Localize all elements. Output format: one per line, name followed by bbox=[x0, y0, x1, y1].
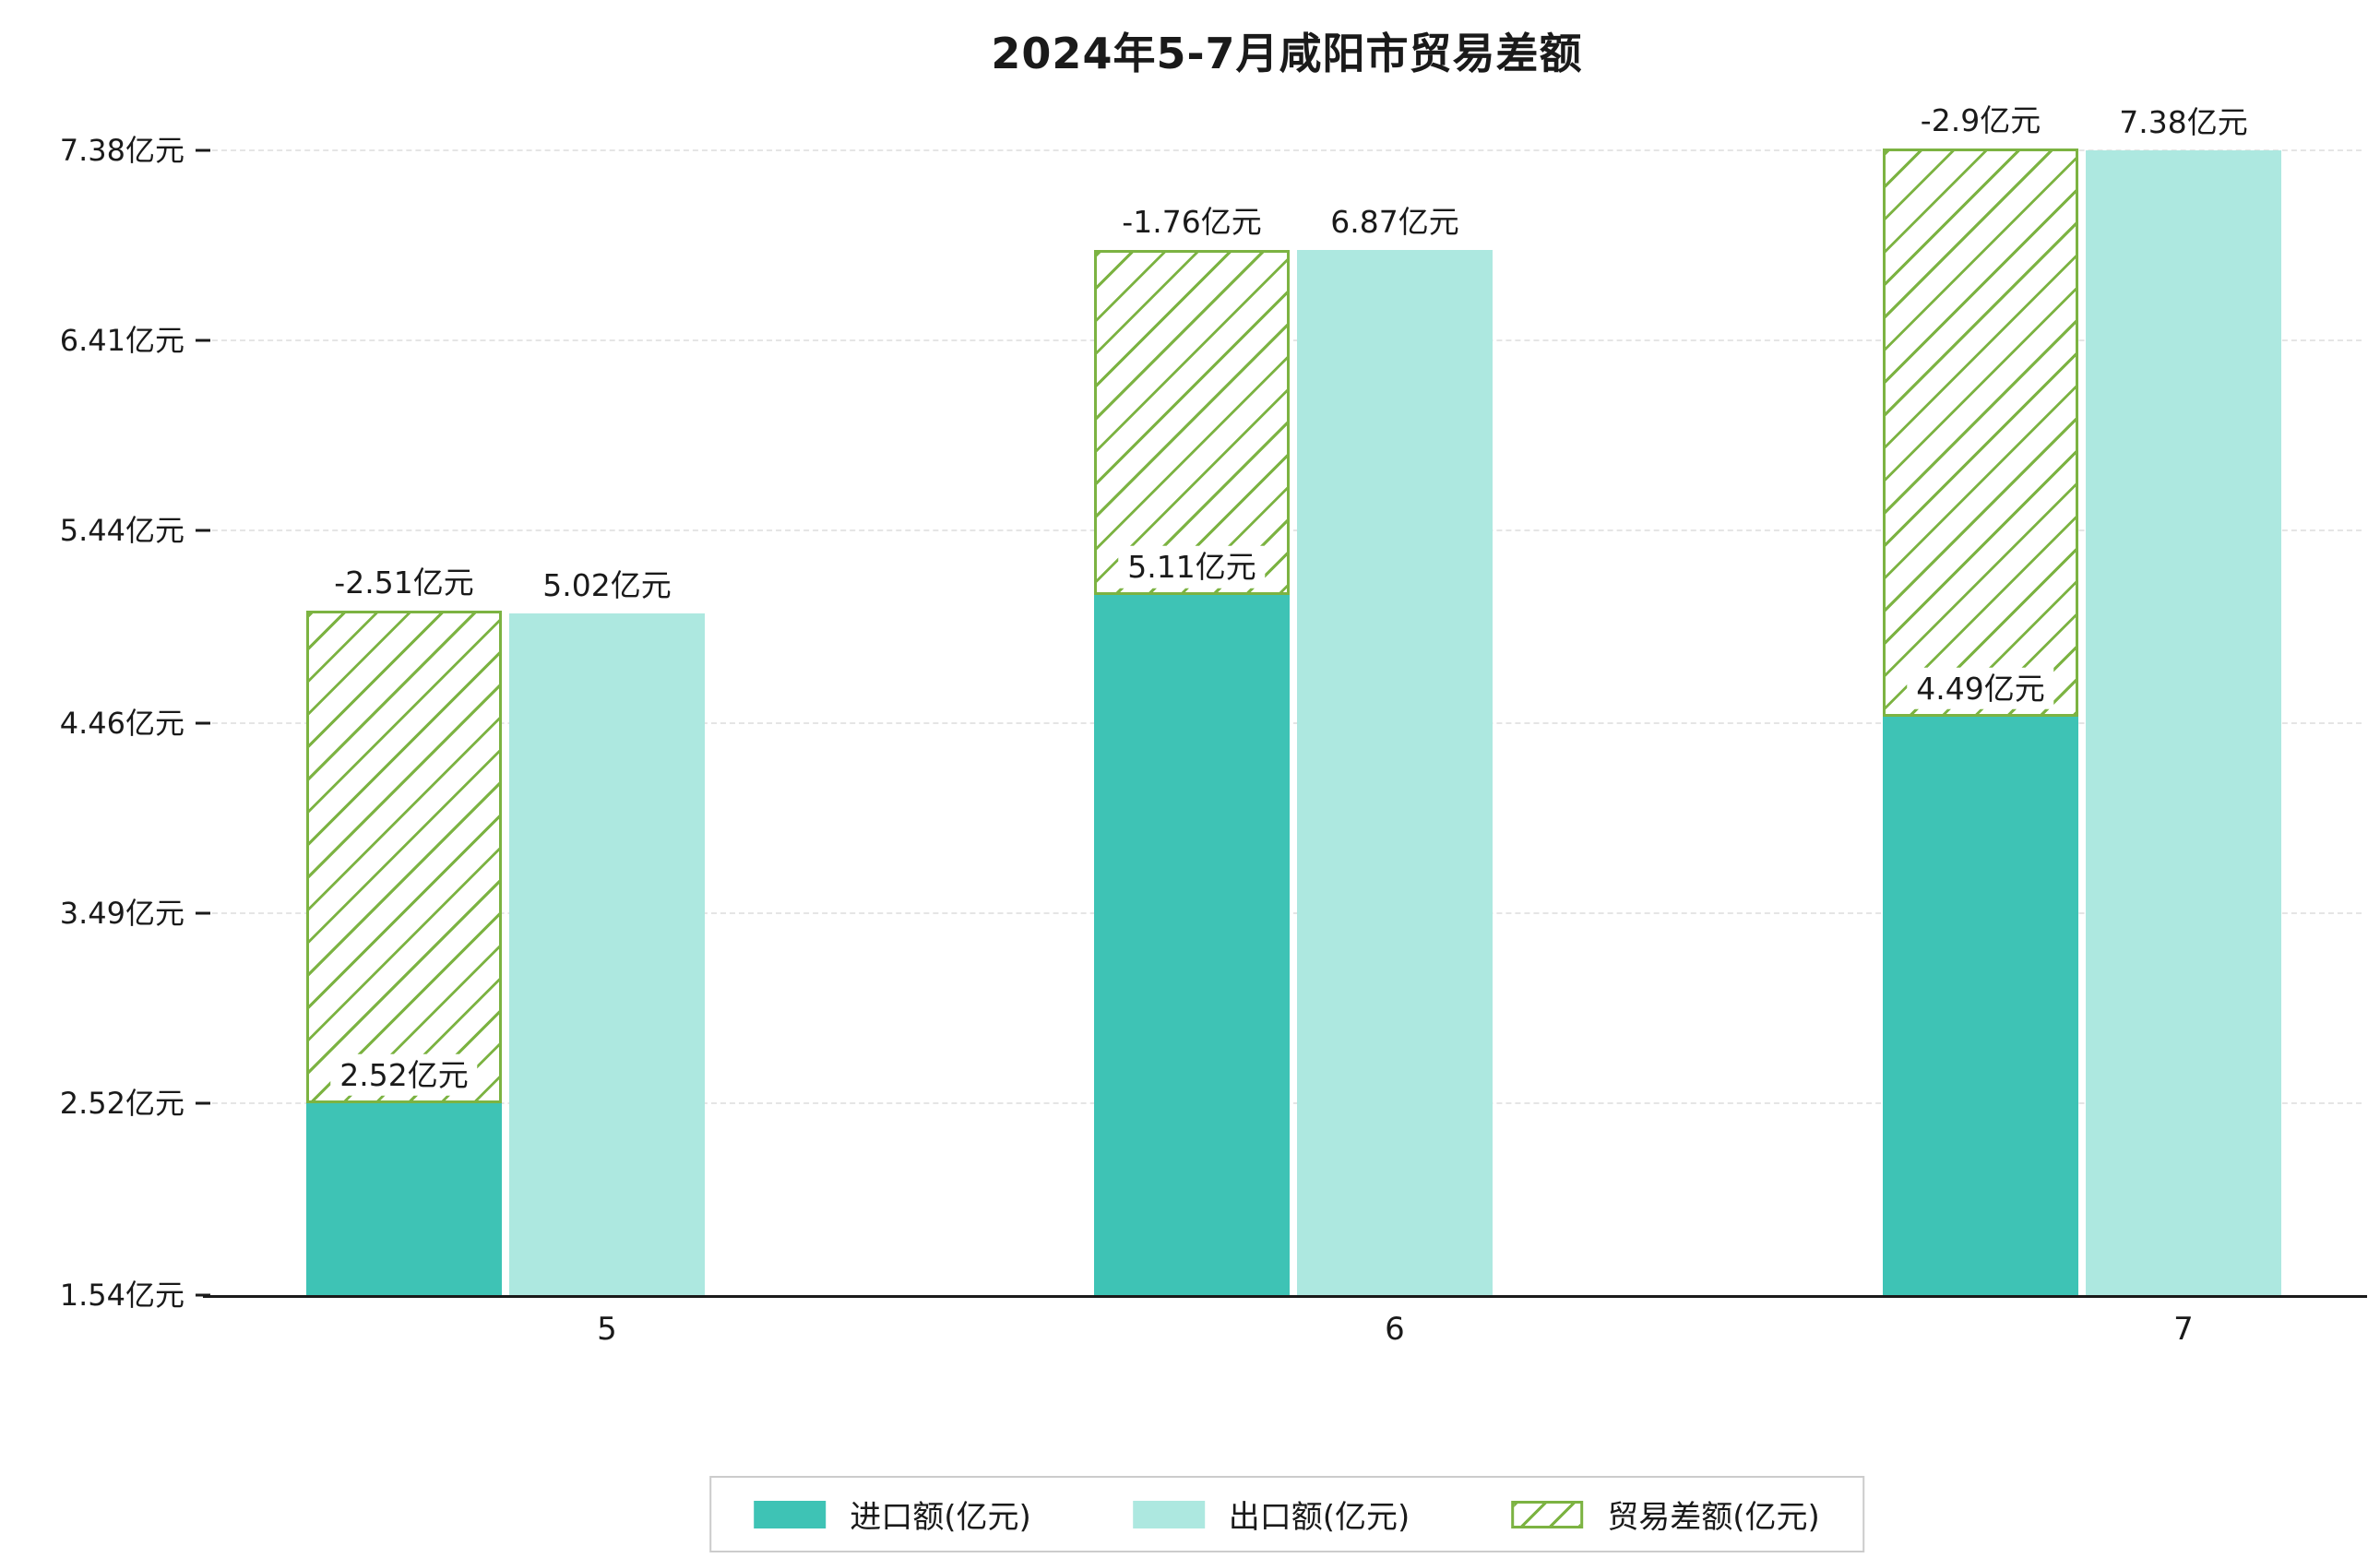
bar-value-label: -2.9亿元 bbox=[1910, 99, 2051, 141]
x-axis-line bbox=[203, 1295, 2367, 1298]
bar-value-label: 6.87亿元 bbox=[1321, 201, 1469, 244]
bar-value-label: 7.38亿元 bbox=[2110, 101, 2257, 143]
export-swatch bbox=[1132, 1500, 1205, 1528]
y-tick-label: 3.49亿元 bbox=[59, 895, 184, 931]
legend-item-balance: 贸易差额(亿元) bbox=[1511, 1492, 1820, 1537]
bar-value-label: -2.51亿元 bbox=[325, 562, 483, 604]
balance-bar bbox=[1094, 250, 1290, 596]
balance-bar bbox=[306, 611, 502, 1103]
y-tick-mark bbox=[196, 721, 210, 724]
export-bar bbox=[509, 612, 705, 1295]
y-tick-mark bbox=[196, 149, 210, 152]
balance-swatch bbox=[1511, 1500, 1584, 1528]
bar-value-label: 4.49亿元 bbox=[1907, 667, 2054, 710]
import-bar bbox=[306, 1102, 502, 1295]
x-tick-label: 5 bbox=[597, 1311, 617, 1348]
y-tick-label: 1.54亿元 bbox=[59, 1278, 184, 1313]
bar-value-label: -1.76亿元 bbox=[1113, 201, 1271, 244]
export-bar bbox=[2086, 150, 2281, 1295]
legend-item-export: 出口额(亿元) bbox=[1132, 1492, 1410, 1537]
y-tick-mark bbox=[196, 339, 210, 342]
balance-bar bbox=[1883, 148, 2078, 718]
y-tick-mark bbox=[196, 911, 210, 915]
y-tick-label: 2.52亿元 bbox=[59, 1085, 184, 1121]
y-tick-label: 6.41亿元 bbox=[59, 323, 184, 359]
legend-label-export: 出口额(亿元) bbox=[1228, 1499, 1410, 1536]
legend-label-import: 进口额(亿元) bbox=[850, 1499, 1031, 1536]
grid-line bbox=[212, 149, 2362, 151]
bar-value-label: 2.52亿元 bbox=[330, 1053, 478, 1096]
legend-item-import: 进口额(亿元) bbox=[754, 1492, 1031, 1537]
import-swatch bbox=[754, 1500, 827, 1528]
export-bar bbox=[1297, 250, 1493, 1295]
x-tick-label: 6 bbox=[1385, 1311, 1405, 1348]
y-tick-label: 5.44亿元 bbox=[59, 513, 184, 549]
y-tick-mark bbox=[196, 1101, 210, 1105]
x-tick-label: 7 bbox=[2173, 1311, 2194, 1348]
import-bar bbox=[1094, 595, 1290, 1295]
chart-title: 2024年5-7月咸阳市贸易差额 bbox=[991, 29, 1583, 78]
y-tick-mark bbox=[196, 529, 210, 532]
import-bar bbox=[1883, 717, 2078, 1295]
legend: 进口额(亿元) 出口额(亿元) 贸易差额(亿元) bbox=[709, 1476, 1864, 1552]
legend-label-balance: 贸易差额(亿元) bbox=[1607, 1499, 1820, 1536]
bar-value-label: 5.11亿元 bbox=[1118, 546, 1266, 589]
bar-value-label: 5.02亿元 bbox=[533, 564, 681, 606]
y-tick-label: 7.38亿元 bbox=[59, 133, 184, 168]
y-tick-label: 4.46亿元 bbox=[59, 705, 184, 741]
